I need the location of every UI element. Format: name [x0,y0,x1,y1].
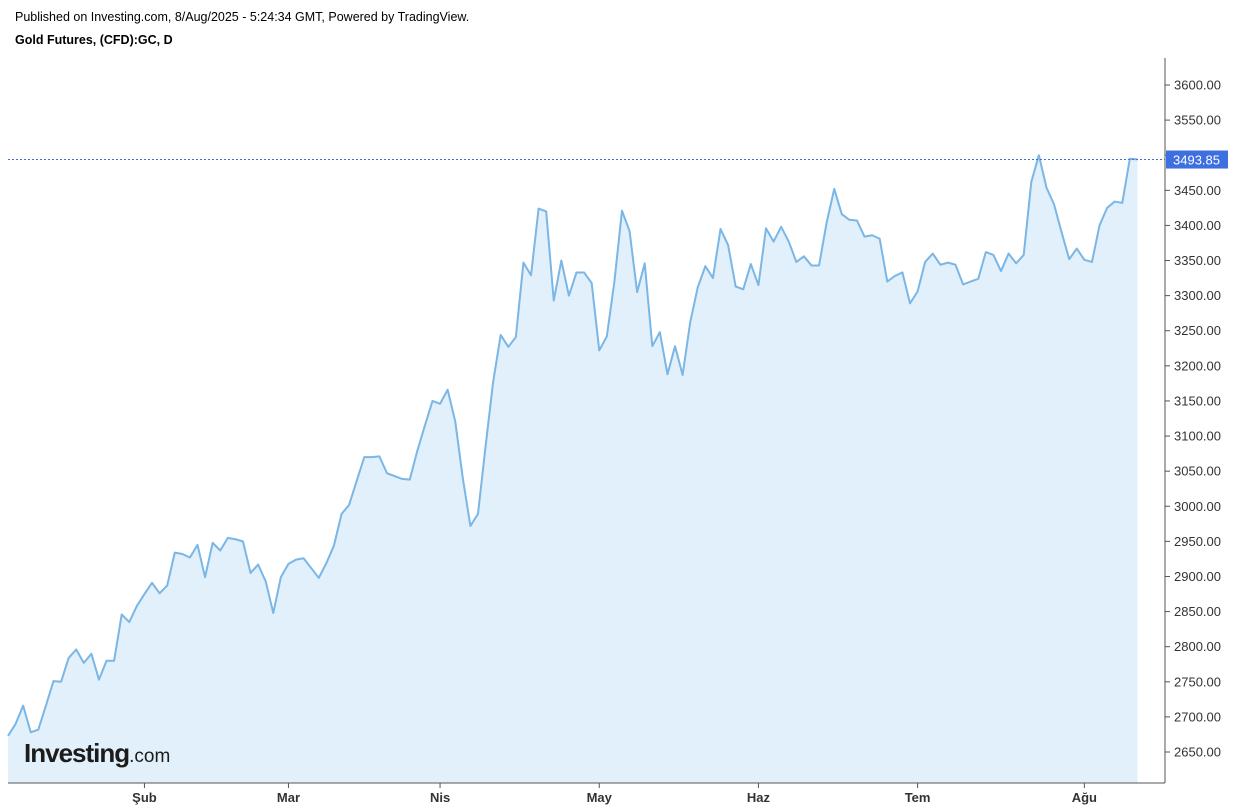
y-tick-label: 3400.00 [1174,218,1221,233]
chart-header: Published on Investing.com, 8/Aug/2025 -… [15,9,469,48]
x-tick-label: Haz [747,790,771,805]
x-tick-label: Şub [132,790,157,805]
y-tick-label: 2950.00 [1174,534,1221,549]
x-tick-label: Tem [905,790,931,805]
logo-suffix: .com [129,746,171,767]
y-tick-label: 3450.00 [1174,183,1221,198]
y-tick-label: 3150.00 [1174,393,1221,408]
y-tick-label: 3200.00 [1174,358,1221,373]
x-axis: Şub Mar Nis May Haz Tem Ağu [132,783,1097,805]
y-tick-label: 2850.00 [1174,604,1221,619]
x-tick-label: Mar [277,790,300,805]
last-price-marker: 3493.85 [8,150,1228,169]
y-tick-label: 3350.00 [1174,253,1221,268]
price-line [7,154,1138,737]
y-tick-label: 3000.00 [1174,499,1221,514]
price-area-fill [8,155,1138,783]
symbol-title: Gold Futures, (CFD):GC, D [15,33,173,47]
x-tick-label: May [587,790,613,805]
y-tick-label: 2800.00 [1174,639,1221,654]
y-tick-label: 2900.00 [1174,569,1221,584]
x-tick-label: Nis [430,790,450,805]
y-tick-label: 2650.00 [1174,745,1221,760]
logo-wordmark: Investing [24,738,130,768]
y-tick-label: 3600.00 [1174,78,1221,93]
last-price-badge [1166,150,1228,169]
y-tick-label: 2750.00 [1174,674,1221,689]
y-axis: 2650.00 2700.00 2750.00 2800.00 2850.00 2900.… [8,58,1221,784]
y-tick-label: 2700.00 [1174,709,1221,724]
last-price-label: 3493.85 [1173,153,1220,168]
y-tick-label: 3550.00 [1174,113,1221,128]
plot-area [7,154,1138,783]
x-tick-label: Ağu [1072,790,1097,805]
published-caption: Published on Investing.com, 8/Aug/2025 -… [15,10,470,24]
y-tick-label: 3050.00 [1174,464,1221,479]
y-tick-label: 3250.00 [1174,323,1221,338]
y-tick-label: 3100.00 [1174,429,1221,444]
investing-logo: Investing.com [24,738,170,769]
y-tick-label: 3300.00 [1174,288,1221,303]
